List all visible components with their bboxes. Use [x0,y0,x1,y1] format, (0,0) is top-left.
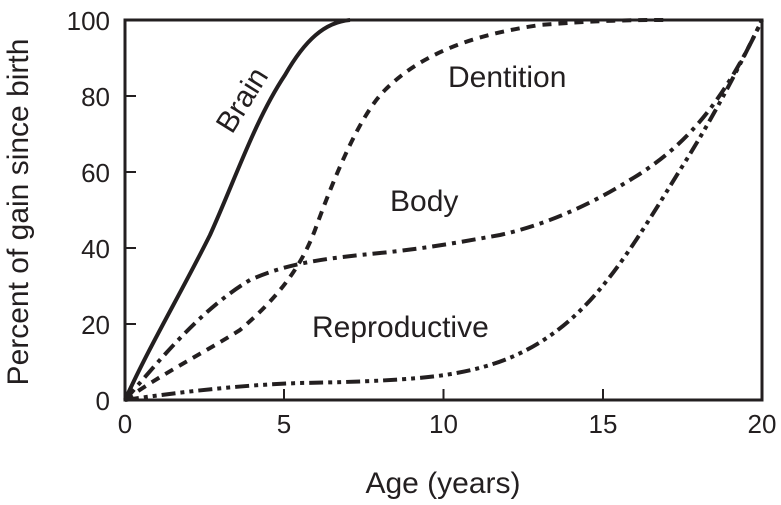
body-label: Body [390,185,458,218]
x-tick-label: 20 [748,409,777,439]
y-tick-label: 100 [67,6,110,36]
x-tick-label: 0 [118,409,132,439]
x-axis-tick-labels: 0 5 10 15 20 [118,409,777,439]
x-axis-ticks [283,389,604,400]
x-tick-label: 10 [429,409,458,439]
x-tick-label: 15 [589,409,618,439]
brain-label: Brain [210,62,275,139]
y-tick-label: 40 [81,234,110,264]
y-tick-label: 0 [96,386,110,416]
y-axis-ticks [125,95,136,325]
x-axis-title: Age (years) [365,467,520,500]
x-tick-label: 5 [277,409,291,439]
reproductive-curve [124,19,764,402]
reproductive-label: Reproductive [312,311,489,344]
dentition-label: Dentition [448,61,566,94]
y-axis-title: Percent of gain since birth [2,39,35,386]
y-tick-label: 80 [81,82,110,112]
y-tick-label: 20 [81,310,110,340]
y-axis-tick-labels: 0 20 40 60 80 100 [67,6,110,416]
y-tick-label: 60 [81,158,110,188]
dentition-curve [123,18,666,402]
body-curve [123,19,764,402]
brain-curve [123,18,351,401]
